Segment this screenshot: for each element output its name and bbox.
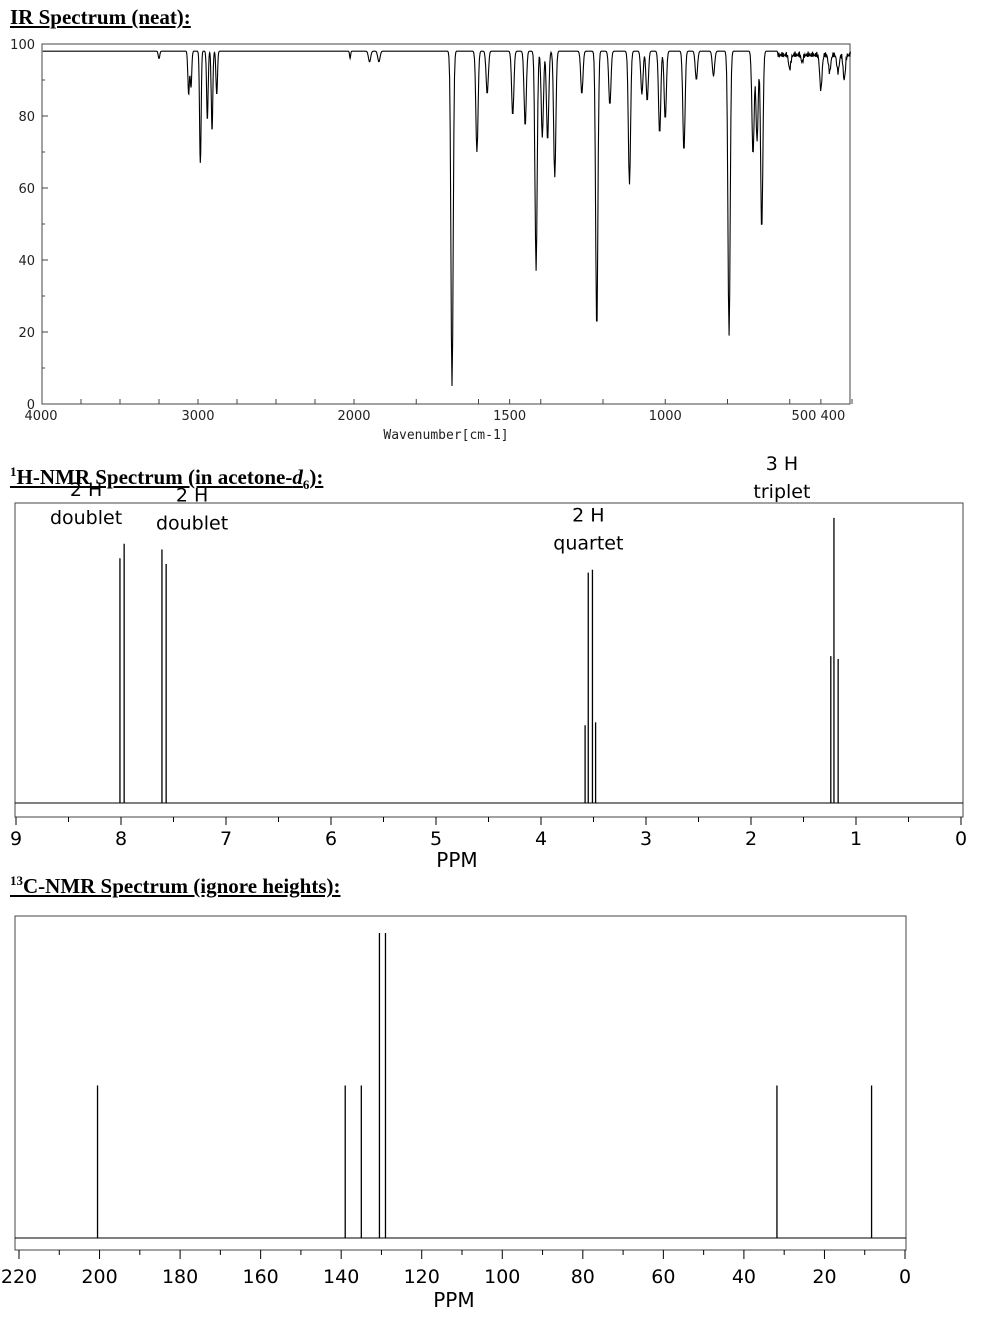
c13-heading-text: C-NMR Spectrum (ignore heights): [23, 874, 341, 898]
ir-x-tick-label: 2000 [337, 409, 370, 424]
h1-heading-text: H-NMR Spectrum (in acetone- [16, 465, 293, 489]
ir-y-tick-label: 40 [18, 254, 35, 269]
h1-peak-multiplicity-label: doublet [50, 507, 122, 529]
c13-heading-sup: 13 [10, 873, 23, 888]
ir-spectrum-trace [42, 50, 851, 387]
ir-x-tick-label: 3000 [181, 409, 214, 424]
c13-x-tick-label: 220 [1, 1266, 37, 1288]
c13-x-tick-label: 180 [162, 1266, 198, 1288]
c13-x-tick-label: 40 [732, 1266, 756, 1288]
h1-x-tick-label: 2 [745, 828, 757, 850]
h1-plot-frame [14, 502, 964, 818]
c13-x-tick-label: 60 [651, 1266, 675, 1288]
h1-x-tick-label: 9 [10, 828, 22, 850]
h1-x-tick-label: 0 [955, 828, 967, 850]
h1-peak-count-label: 3 H [766, 453, 798, 475]
c13-x-tick-label: 200 [81, 1266, 117, 1288]
h1-x-tick-label: 7 [220, 828, 232, 850]
ir-heading-text: IR Spectrum (neat): [10, 5, 191, 29]
h1-peak-count-label: 2 H [176, 485, 208, 507]
c13-x-tick-label: 20 [812, 1266, 836, 1288]
ir-y-tick-label: 60 [18, 182, 35, 197]
ir-plot-frame [41, 43, 851, 405]
ir-y-tick-label: 100 [10, 38, 35, 53]
ir-x-tick-label: 4000 [24, 409, 57, 424]
h1-heading-sub: 6 [302, 477, 310, 493]
ir-x-tick-label: 1500 [493, 409, 526, 424]
c13-x-tick-label: 100 [484, 1266, 520, 1288]
h1-x-tick-label: 1 [850, 828, 862, 850]
c13-x-tick-label: 0 [899, 1266, 911, 1288]
h1-heading-italic: d [292, 465, 303, 489]
h1-peak-count-label: 2 H [572, 505, 604, 527]
ir-heading: IR Spectrum (neat): [10, 5, 191, 30]
ir-y-tick-label: 80 [18, 110, 35, 125]
h1-x-axis-title: PPM [436, 848, 477, 872]
h1-heading: 1H-NMR Spectrum (in acetone-d6): [10, 464, 323, 493]
c13-x-tick-label: 140 [323, 1266, 359, 1288]
c13-x-tick-label: 160 [243, 1266, 279, 1288]
c13-x-tick-label: 120 [404, 1266, 440, 1288]
h1-peak-count-label: 2 H [70, 479, 102, 501]
c13-heading: 13C-NMR Spectrum (ignore heights): [10, 873, 340, 899]
c13-plot-frame [14, 915, 907, 1251]
c13-x-axis-title: PPM [433, 1288, 474, 1312]
h1-heading-tail: ): [309, 465, 324, 489]
h1-x-tick-label: 5 [430, 828, 442, 850]
ir-x-axis-title: Wavenumber[cm-1] [383, 428, 508, 443]
h1-x-tick-label: 8 [115, 828, 127, 850]
h1-nmr-chart: 9 8 7 6 5 4 3 2 1 0 PPM 2 H doublet 2 H doublet 2 H quar… [10, 453, 967, 872]
h1-peak-multiplicity-label: quartet [553, 533, 623, 555]
h1-peak-multiplicity-label: doublet [156, 513, 228, 535]
c13-x-tick-label: 80 [571, 1266, 595, 1288]
h1-x-tick-label: 3 [640, 828, 652, 850]
h1-heading-sup: 1 [10, 464, 17, 479]
ir-x-tick-label: 500 400 [792, 409, 846, 424]
h1-x-tick-label: 6 [325, 828, 337, 850]
ir-y-tick-label: 20 [18, 326, 35, 341]
ir-y-tick-label: 0 [27, 398, 35, 413]
h1-x-tick-label: 4 [535, 828, 547, 850]
ir-x-tick-label: 1000 [649, 409, 682, 424]
h1-peak-multiplicity-label: triplet [753, 481, 810, 503]
